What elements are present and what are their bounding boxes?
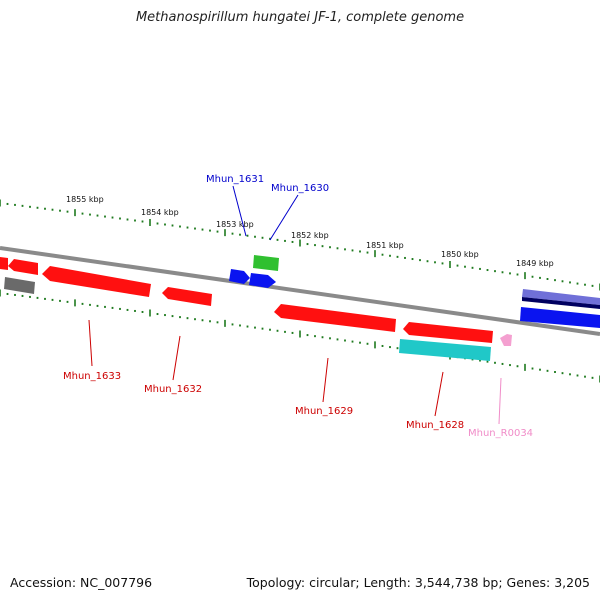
- gene-label-mhun-1630[interactable]: Mhun_1630: [271, 183, 329, 194]
- gene-feature-red[interactable]: [274, 304, 396, 332]
- gene-feature-navy[interactable]: [522, 297, 600, 309]
- leader-line: [232, 185, 247, 237]
- scale-label: 1853 kbp: [216, 220, 254, 229]
- genome-backbone: [0, 246, 600, 336]
- gene-label-mhun-1628[interactable]: Mhun_1628: [406, 420, 464, 431]
- leader-line: [269, 194, 299, 241]
- gene-feature-red[interactable]: [403, 322, 493, 343]
- gene-feature-blue[interactable]: [249, 273, 276, 288]
- gene-feature-red[interactable]: [42, 266, 151, 297]
- gene-label-mhun-1629[interactable]: Mhun_1629: [295, 406, 353, 417]
- genome-title: Methanospirillum hungatei JF-1, complete…: [135, 10, 465, 25]
- leader-line: [88, 319, 93, 367]
- scale-label: 1851 kbp: [366, 241, 404, 250]
- scale-labels: 1855 kbp 1854 kbp 1853 kbp 1852 kbp 1851…: [66, 195, 554, 268]
- gene-labels: Mhun_1631 Mhun_1630 Mhun_1633 Mhun_1632 …: [63, 174, 533, 439]
- gene-feature-blue[interactable]: [520, 307, 600, 328]
- leader-line: [434, 371, 444, 417]
- gene-feature-red[interactable]: [8, 259, 38, 275]
- label-leaders: [88, 185, 502, 425]
- gene-feature-blue[interactable]: [229, 269, 250, 284]
- gene-feature-green[interactable]: [253, 255, 279, 271]
- gene-features: [0, 255, 600, 361]
- gene-label-mhun-1633[interactable]: Mhun_1633: [63, 371, 121, 382]
- gene-feature-pink[interactable]: [500, 334, 512, 346]
- gene-label-mhun-r0034[interactable]: Mhun_R0034: [468, 428, 533, 439]
- scale-label: 1852 kbp: [291, 231, 329, 240]
- scale-label: 1854 kbp: [141, 208, 179, 217]
- gene-feature-purple[interactable]: [522, 289, 600, 305]
- gene-label-mhun-1632[interactable]: Mhun_1632: [144, 384, 202, 395]
- leader-line: [322, 357, 329, 403]
- leader-line: [498, 377, 502, 425]
- gene-feature-gray[interactable]: [4, 277, 35, 294]
- scale-label: 1850 kbp: [441, 250, 479, 259]
- topology-summary-text: Topology: circular; Length: 3,544,738 bp…: [246, 575, 590, 590]
- scale-label: 1855 kbp: [66, 195, 104, 204]
- gene-label-mhun-1631[interactable]: Mhun_1631: [206, 174, 264, 185]
- accession-text: Accession: NC_007796: [10, 575, 153, 590]
- upper-scale-ticks: [0, 199, 600, 291]
- leader-line: [172, 335, 181, 381]
- scale-label: 1849 kbp: [516, 259, 554, 268]
- gene-feature-red[interactable]: [0, 257, 8, 270]
- gene-feature-cyan[interactable]: [399, 339, 491, 361]
- gene-feature-red[interactable]: [162, 287, 212, 306]
